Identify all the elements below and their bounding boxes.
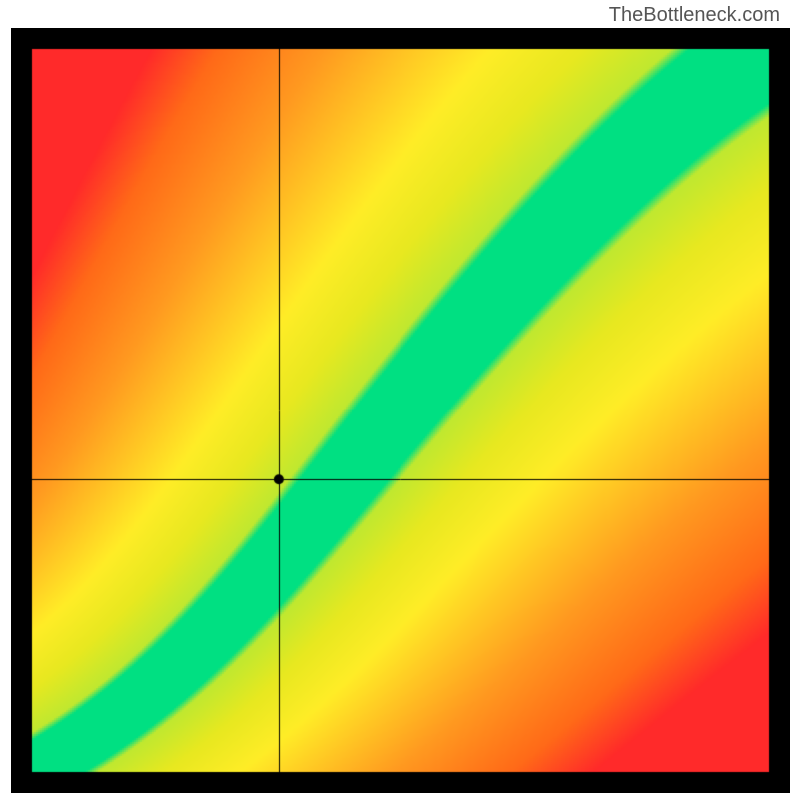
watermark-text: TheBottleneck.com (609, 4, 780, 27)
heatmap-canvas (11, 28, 790, 793)
chart-frame (11, 28, 790, 793)
chart-container: TheBottleneck.com (0, 0, 800, 800)
